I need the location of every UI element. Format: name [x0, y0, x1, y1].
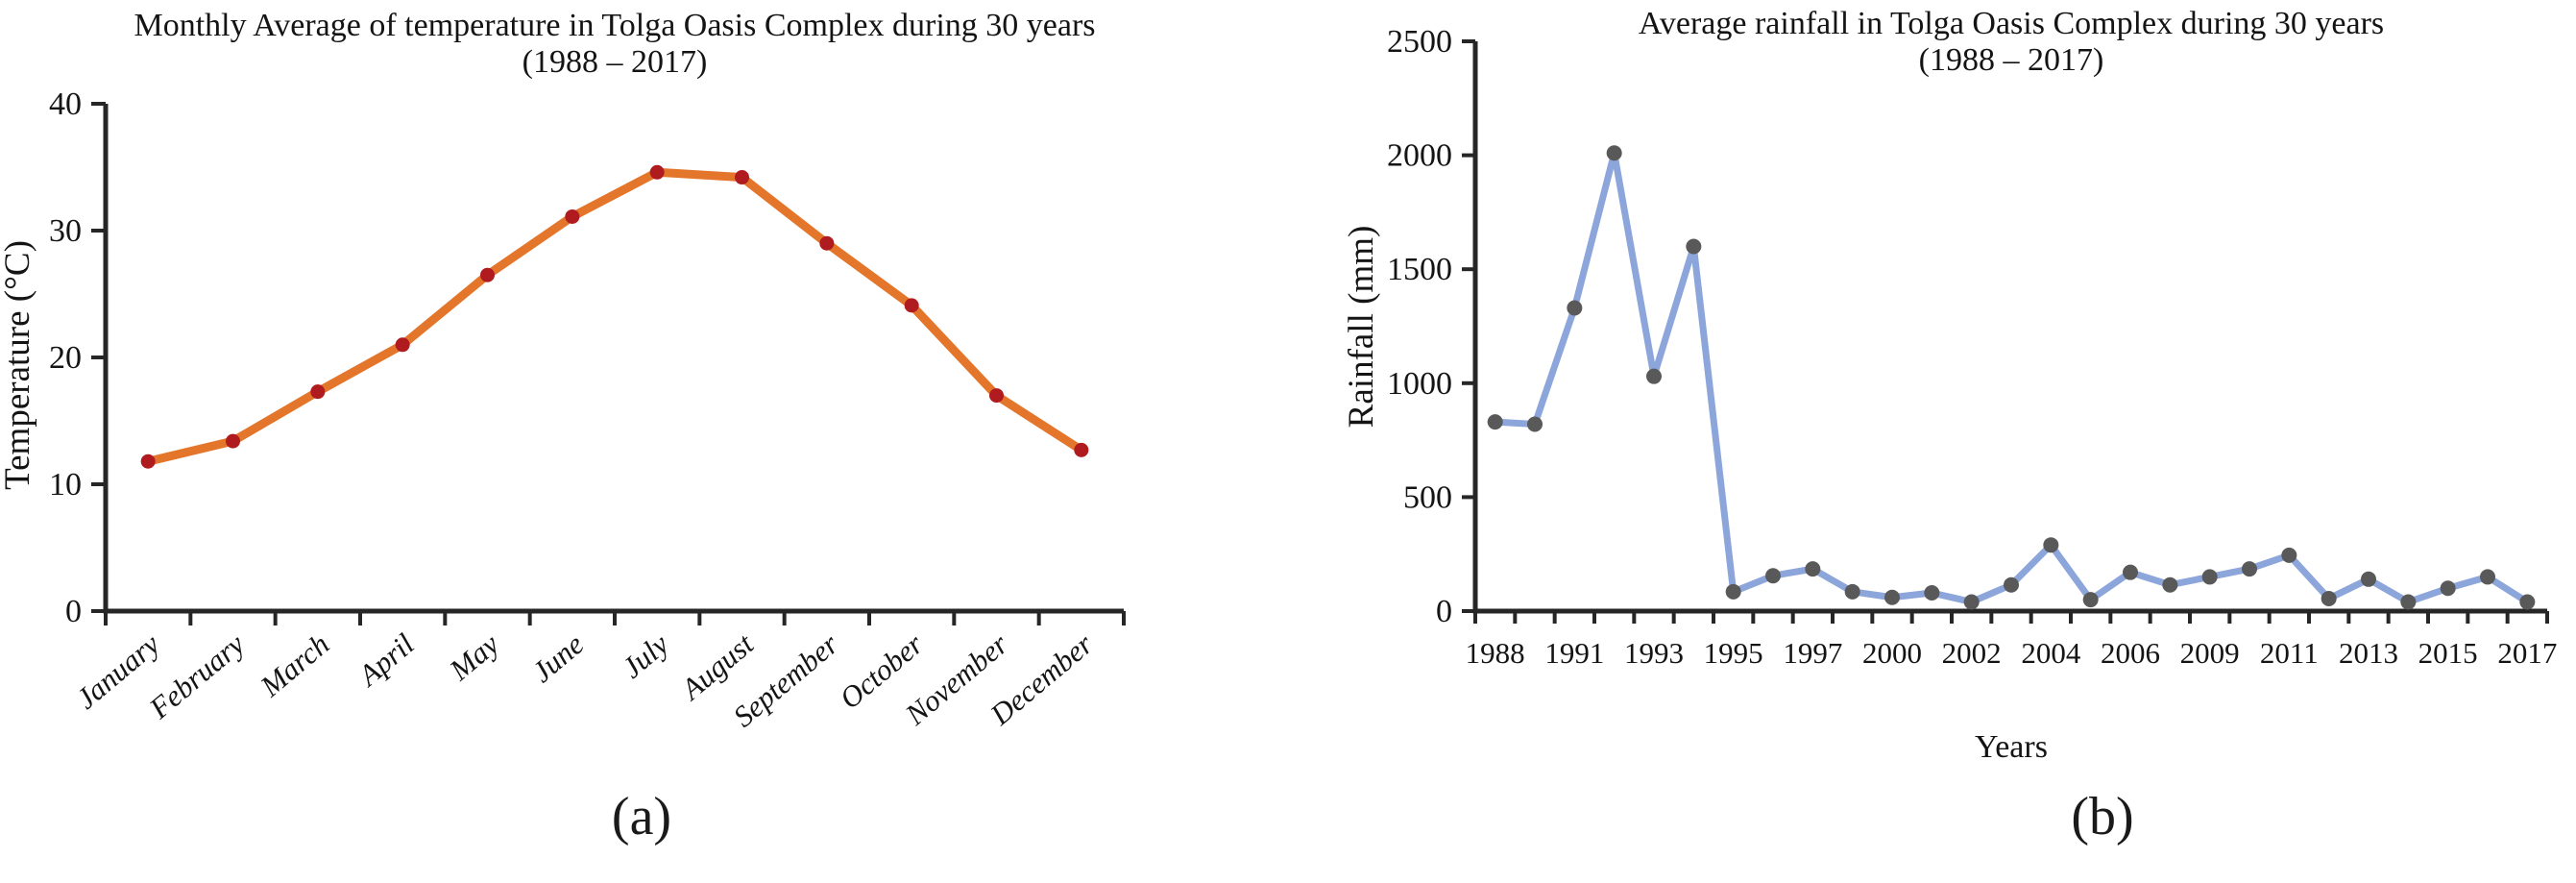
rainfall-data-point — [2201, 569, 2218, 585]
temperature-data-point — [140, 454, 156, 469]
rainfall-chart-title: Average rainfall in Tolga Oasis Complex … — [1638, 6, 2385, 41]
x-axis-tick-label: April — [351, 627, 421, 694]
temperature-data-point — [989, 388, 1004, 404]
temperature-data-point — [819, 235, 835, 251]
temperature-plot-area: Temperature (°C) 010203040JanuaryFebruar… — [0, 86, 1126, 733]
rainfall-data-point — [1805, 561, 1821, 577]
rainfall-y-axis-title: Rainfall (mm) — [1342, 226, 1381, 429]
rainfall-data-point — [1924, 585, 1940, 601]
rainfall-data-point — [2440, 580, 2456, 597]
rainfall-data-point — [2400, 594, 2417, 610]
x-axis-tick-label: 2004 — [2021, 636, 2081, 670]
x-axis-tick-label: July — [616, 626, 675, 684]
rainfall-data-point — [1725, 583, 1741, 600]
temperature-series-line — [143, 167, 1086, 466]
x-axis-tick-label: 1991 — [1544, 636, 1604, 670]
y-axis-tick-label: 1000 — [1387, 366, 1452, 402]
temperature-data-point — [565, 208, 580, 224]
x-axis-tick-label: 1993 — [1624, 636, 1684, 670]
temperature-data-point — [395, 337, 410, 353]
temperature-data-point — [904, 298, 919, 313]
rainfall-data-point — [2519, 594, 2536, 610]
y-axis-tick-label: 1500 — [1387, 252, 1452, 287]
temperature-data-point — [226, 433, 240, 449]
y-axis-tick-label: 20 — [49, 340, 82, 376]
panel-b-caption: (b) — [2071, 787, 2134, 846]
rainfall-data-point — [2004, 576, 2019, 593]
y-axis-tick-label: 0 — [1436, 594, 1452, 629]
rainfall-data-point — [2082, 592, 2099, 608]
rainfall-data-point — [1844, 583, 1860, 600]
x-axis-tick-label: 2017 — [2497, 636, 2557, 670]
temperature-data-point — [735, 170, 749, 185]
x-axis-tick-label: February — [142, 626, 251, 725]
temperature-data-point — [310, 384, 326, 400]
temperature-chart: Monthly Average of temperature in Tolga … — [0, 8, 1126, 846]
temperature-data-point — [480, 267, 495, 282]
x-axis-tick-label: 1988 — [1466, 636, 1525, 670]
rainfall-data-point — [1765, 568, 1781, 584]
rainfall-plot-area: Rainfall (mm) Years 0 500 1000 1500 2000 2500… — [1342, 24, 2557, 765]
y-axis-tick-label: 500 — [1403, 479, 1452, 515]
x-axis-tick-label: 2006 — [2101, 636, 2160, 670]
rainfall-data-point — [1567, 300, 1583, 316]
y-axis-tick-label: 0 — [65, 594, 82, 629]
rainfall-data-point — [1487, 414, 1503, 430]
y-axis-tick-label: 2500 — [1387, 24, 1452, 60]
rainfall-data-point — [2321, 590, 2337, 606]
rainfall-data-point — [2123, 564, 2138, 580]
x-axis-tick-label: 2011 — [2260, 636, 2319, 670]
axis-lines — [103, 104, 1124, 614]
x-axis-tick-label: 2009 — [2180, 636, 2240, 670]
x-axis-tick-label: 2013 — [2339, 636, 2398, 670]
temperature-data-point — [1074, 442, 1089, 457]
x-axis-tick-label: 2015 — [2418, 636, 2478, 670]
x-axis-tick-label: May — [443, 626, 506, 687]
temperature-y-axis-title: Temperature (°C) — [0, 240, 37, 490]
x-axis-tick-label: 2002 — [1942, 636, 2002, 670]
rainfall-data-point — [2361, 571, 2376, 587]
rainfall-data-point — [2043, 537, 2059, 553]
rainfall-data-point — [2281, 547, 2297, 563]
temperature-chart-title: Monthly Average of temperature in Tolga … — [134, 8, 1096, 43]
x-axis-tick-label: 1995 — [1704, 636, 1763, 670]
x-axis-tick-label: March — [254, 627, 336, 704]
x-axis-tick-label: June — [525, 626, 591, 689]
temperature-data-point — [649, 164, 665, 180]
y-axis-tick-label: 10 — [49, 467, 82, 503]
rainfall-data-point — [1527, 416, 1543, 432]
rainfall-data-point — [2242, 561, 2257, 577]
rainfall-data-point — [1686, 238, 1702, 255]
rainfall-chart-subtitle: (1988 – 2017) — [1918, 42, 2104, 78]
rainfall-data-point — [1963, 594, 1980, 610]
axis-lines — [1472, 41, 2547, 614]
rainfall-data-point — [1606, 145, 1622, 161]
rainfall-data-point — [1646, 368, 1662, 384]
temperature-chart-subtitle: (1988 – 2017) — [522, 44, 708, 80]
x-axis-tick-label: 1997 — [1783, 636, 1842, 670]
y-axis-tick-label: 30 — [49, 213, 82, 249]
rainfall-data-point — [1884, 589, 1900, 605]
rainfall-chart: Average rainfall in Tolga Oasis Complex … — [1288, 0, 2576, 883]
rainfall-data-point — [2480, 569, 2495, 585]
rainfall-data-point — [2162, 576, 2178, 593]
y-axis-tick-label: 2000 — [1387, 138, 1452, 174]
panel-a-caption: (a) — [611, 787, 672, 846]
rainfall-x-axis-title: Years — [1975, 729, 2048, 765]
y-axis-tick-label: 40 — [49, 86, 82, 122]
x-axis-tick-label: 2000 — [1862, 636, 1922, 670]
